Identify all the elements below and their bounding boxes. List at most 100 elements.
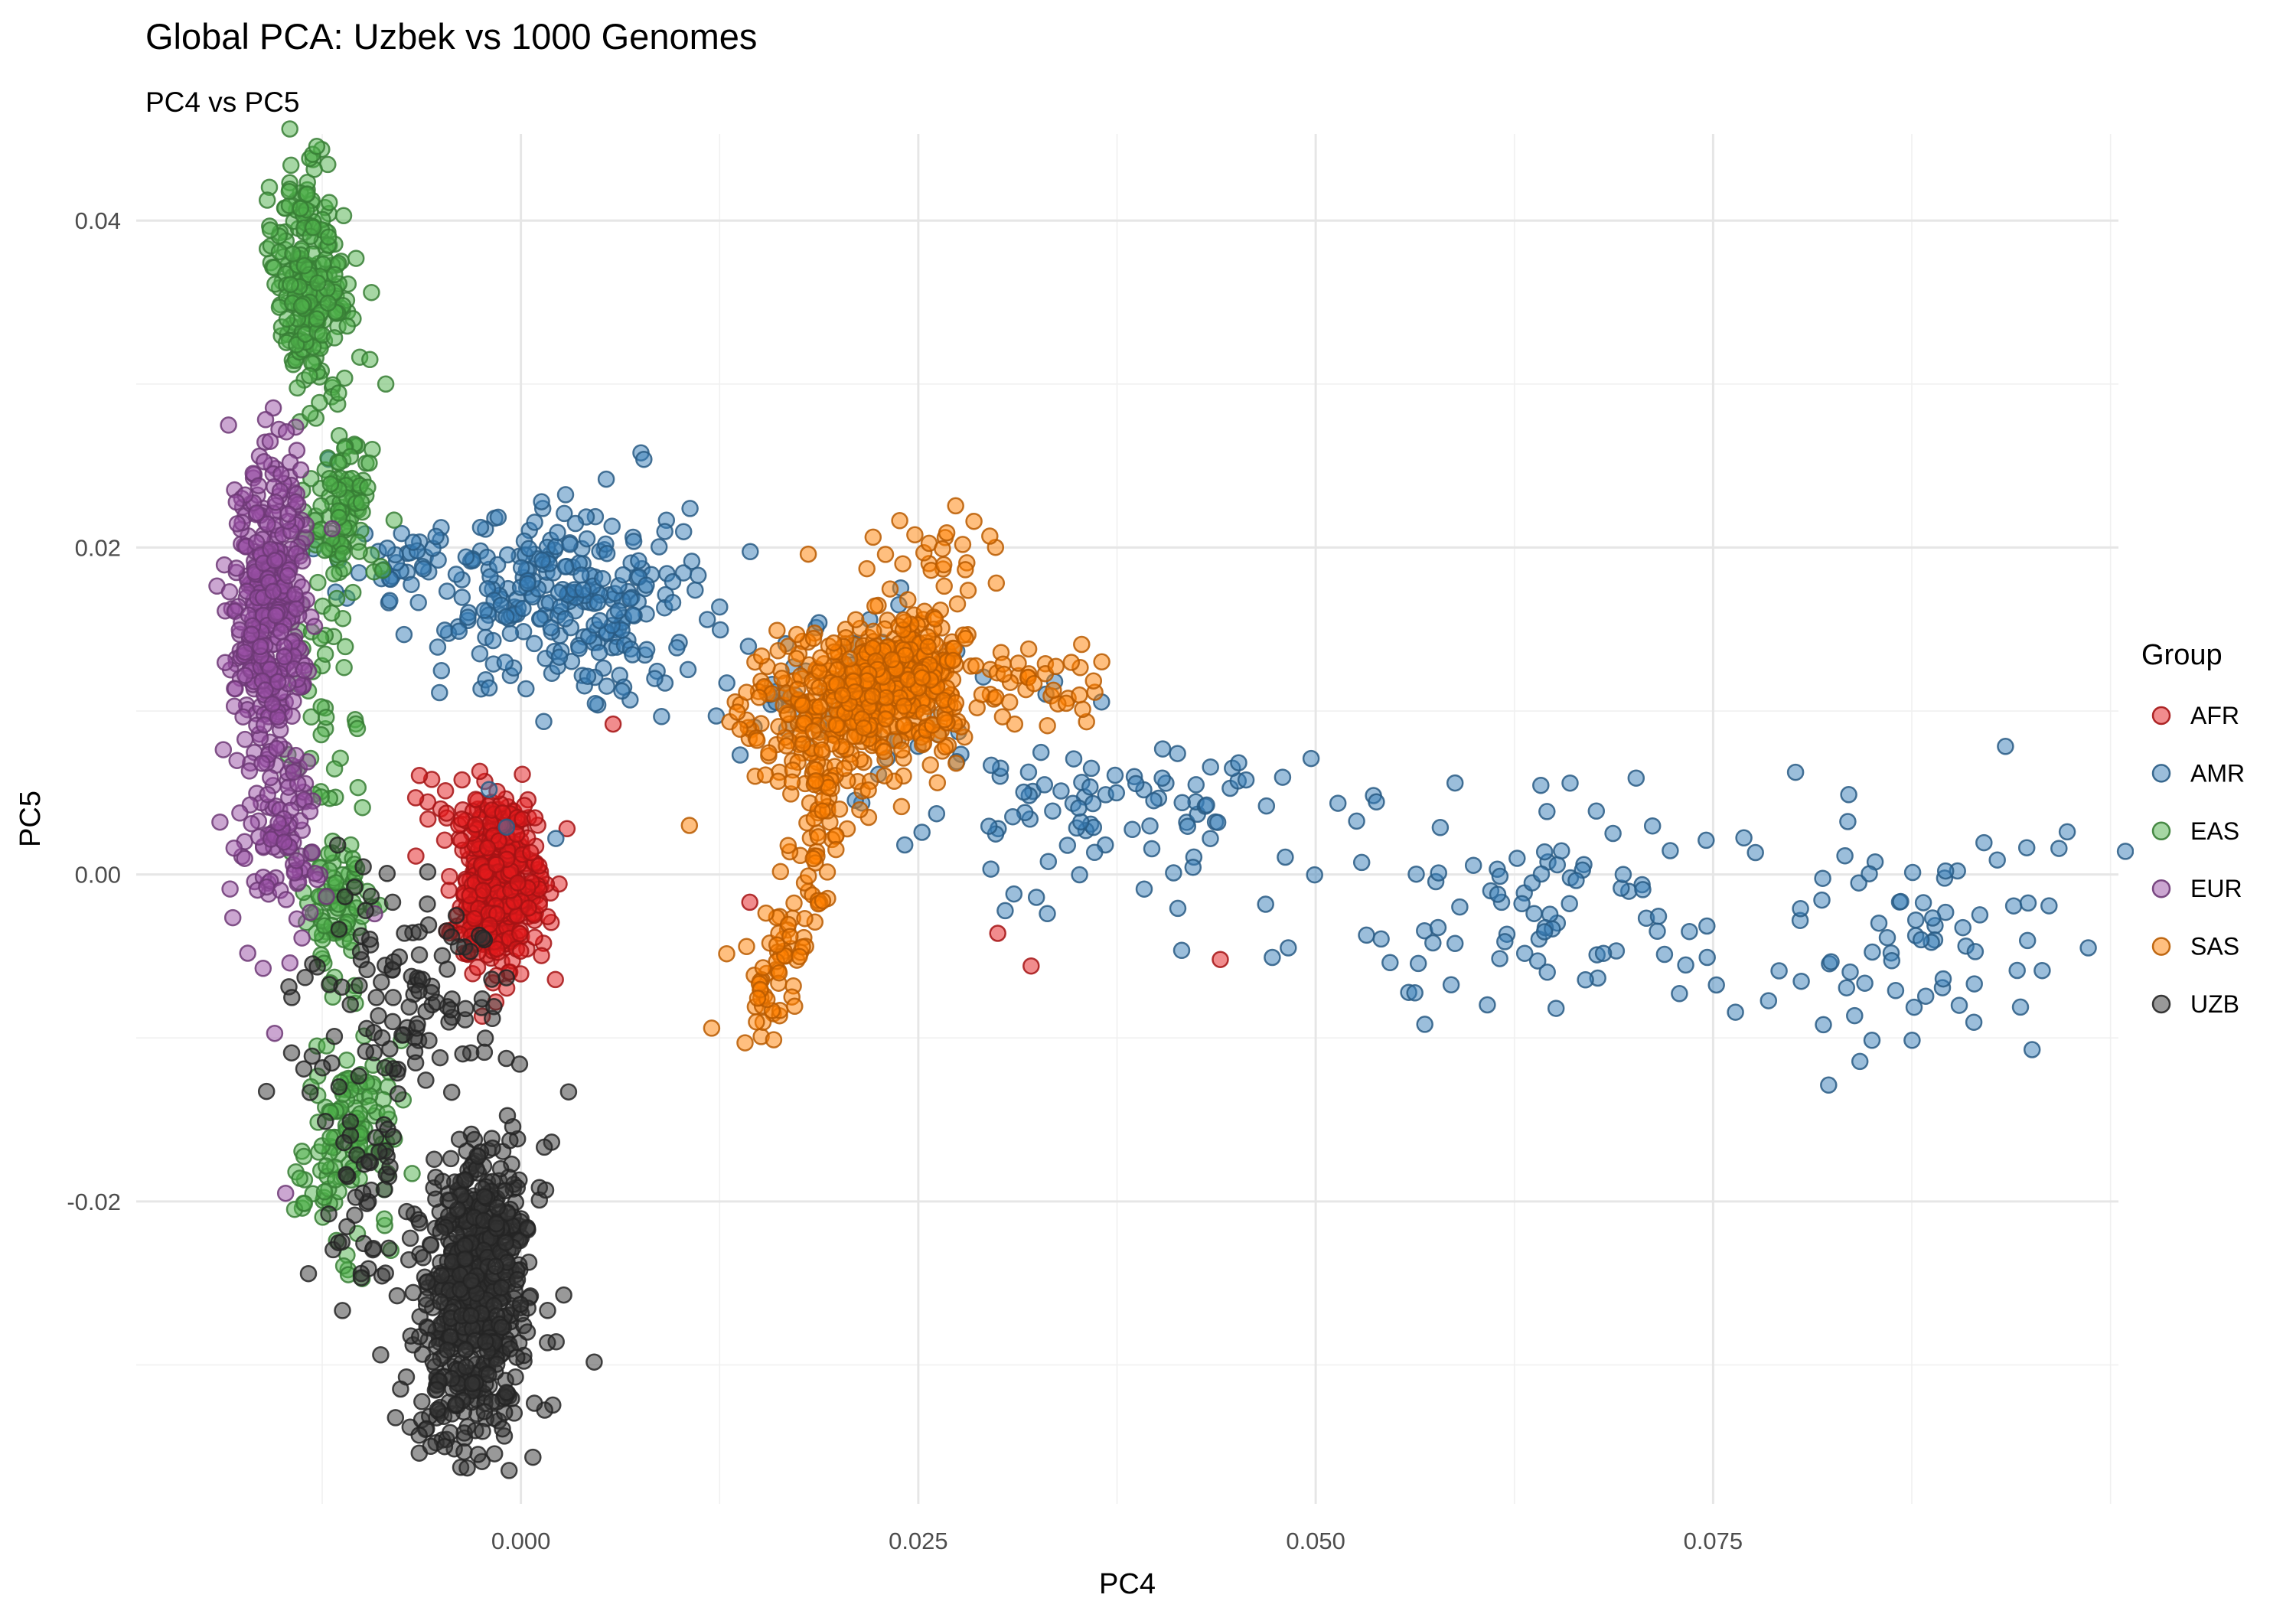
data-point <box>536 1181 555 1199</box>
data-point <box>287 493 305 511</box>
data-point <box>731 746 749 764</box>
data-point <box>624 646 641 664</box>
data-point <box>1093 653 1110 671</box>
data-point <box>492 1279 510 1296</box>
data-point <box>1786 763 1805 781</box>
data-point <box>302 708 320 726</box>
data-point <box>466 816 484 833</box>
data-point <box>409 1015 426 1033</box>
data-point <box>431 683 448 702</box>
data-point <box>1535 923 1554 941</box>
data-point <box>957 629 974 647</box>
data-point <box>524 1448 542 1466</box>
data-point <box>1464 856 1482 874</box>
data-point <box>814 802 831 820</box>
data-point <box>367 989 385 1006</box>
data-point <box>948 595 967 613</box>
data-point <box>1814 869 1831 887</box>
data-point <box>1329 794 1347 812</box>
data-point <box>318 888 335 905</box>
data-point <box>1655 945 1674 964</box>
data-point <box>1052 782 1070 800</box>
data-point <box>429 638 447 656</box>
data-point <box>496 654 514 671</box>
data-point <box>450 622 468 641</box>
data-point <box>598 544 616 563</box>
data-point <box>370 1143 388 1161</box>
data-point <box>638 641 656 659</box>
data-point <box>1903 1032 1921 1049</box>
data-point <box>333 1233 351 1251</box>
data-point <box>475 602 493 619</box>
data-point <box>259 515 276 533</box>
data-point <box>372 1346 390 1364</box>
data-point <box>360 1153 378 1171</box>
data-point <box>796 909 814 928</box>
data-point <box>380 1239 398 1257</box>
data-point <box>1643 817 1662 835</box>
data-point <box>2040 897 2058 915</box>
data-point <box>1071 866 1088 884</box>
data-point <box>1954 918 1971 937</box>
data-point <box>574 581 592 599</box>
data-point <box>804 629 823 647</box>
data-point <box>435 621 454 639</box>
data-point <box>259 785 276 804</box>
data-point <box>1424 934 1442 952</box>
data-point <box>1770 962 1788 980</box>
data-point <box>354 858 372 876</box>
data-point <box>561 536 579 553</box>
data-point <box>757 904 775 922</box>
data-point <box>919 638 937 656</box>
data-point <box>480 679 498 697</box>
data-point <box>814 892 832 910</box>
data-point <box>1406 984 1424 1002</box>
data-point <box>1062 654 1081 671</box>
data-point <box>497 1234 515 1251</box>
data-point <box>913 669 931 686</box>
data-point <box>497 1049 515 1068</box>
data-point <box>1614 866 1632 883</box>
legend-item-EAS: EAS <box>2151 817 2239 845</box>
data-point <box>1561 895 1578 912</box>
data-point <box>447 907 465 925</box>
data-point <box>650 538 668 556</box>
data-point <box>638 576 655 594</box>
data-point <box>341 1113 360 1130</box>
data-point <box>279 566 297 585</box>
data-point <box>243 625 260 644</box>
data-point <box>656 523 673 540</box>
data-point <box>293 552 311 570</box>
data-point <box>325 760 344 778</box>
data-point <box>349 778 367 797</box>
data-point <box>254 960 272 977</box>
data-point <box>508 1348 526 1366</box>
legend-item-UZB: UZB <box>2151 990 2239 1018</box>
data-point <box>928 774 947 791</box>
data-point <box>1912 931 1930 949</box>
data-point <box>277 891 295 908</box>
data-point <box>436 782 455 800</box>
series-SAS <box>680 497 1110 1052</box>
data-point <box>683 553 701 570</box>
data-point <box>419 1273 436 1291</box>
data-point <box>921 756 939 774</box>
data-point <box>1208 814 1227 831</box>
data-point <box>276 647 293 666</box>
data-point <box>674 523 693 540</box>
data-point <box>296 969 314 986</box>
data-point <box>1153 769 1171 787</box>
data-point <box>876 767 893 784</box>
data-point <box>530 857 548 875</box>
data-point <box>783 773 801 791</box>
data-point <box>899 670 917 689</box>
data-point <box>859 781 877 799</box>
data-point <box>703 1019 721 1037</box>
data-point <box>328 589 346 608</box>
data-point <box>788 650 805 667</box>
x-tick-label: 0.075 <box>1684 1528 1743 1554</box>
data-point <box>786 997 804 1016</box>
data-point <box>231 804 249 822</box>
data-point <box>520 899 537 917</box>
